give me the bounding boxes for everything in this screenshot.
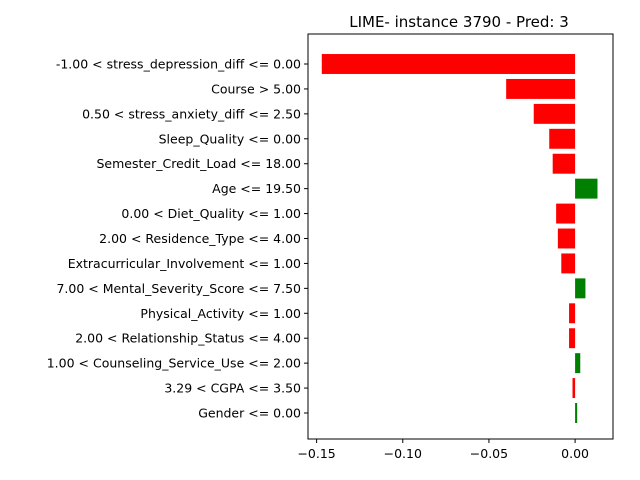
bar-4 [552, 153, 576, 174]
x-ticks: −0.15 −0.10 −0.05 0.00 [297, 439, 589, 461]
bar-10 [569, 303, 576, 324]
x-tick-label-2: −0.05 [470, 446, 508, 461]
y-tick-label-6: 0.00 < Diet_Quality <= 1.00 [121, 206, 301, 221]
y-tick-label-5: Age <= 19.50 [212, 181, 301, 196]
bar-8 [561, 253, 576, 274]
x-tick-label-3: 0.00 [561, 446, 589, 461]
x-tick-label-0: −0.15 [297, 446, 335, 461]
y-tick-label-11: 2.00 < Relationship_Status <= 4.00 [75, 331, 301, 346]
bar-11 [569, 328, 576, 349]
y-tick-label-12: 1.00 < Counseling_Service_Use <= 2.00 [47, 356, 301, 371]
x-tick-label-1: −0.10 [384, 446, 422, 461]
y-tick-label-7: 2.00 < Residence_Type <= 4.00 [99, 231, 301, 246]
y-tick-label-10: Physical_Activity <= 1.00 [140, 306, 301, 321]
y-tick-label-8: Extracurricular_Involvement <= 1.00 [68, 256, 301, 271]
bar-5 [575, 178, 598, 199]
plot-frame [307, 33, 614, 440]
bar-6 [556, 203, 576, 224]
y-tick-label-13: 3.29 < CGPA <= 3.50 [164, 381, 301, 396]
y-tick-labels: -1.00 < stress_depression_diff <= 0.00 Co… [47, 57, 308, 421]
y-tick-label-3: Sleep_Quality <= 0.00 [159, 131, 301, 146]
y-tick-label-4: Semester_Credit_Load <= 18.00 [97, 156, 302, 171]
bar-7 [557, 228, 576, 249]
y-tick-label-1: Course > 5.00 [211, 81, 301, 96]
y-tick-label-9: 7.00 < Mental_Severity_Score <= 7.50 [56, 281, 301, 296]
bar-9 [575, 278, 586, 299]
chart-title: LIME- instance 3790 - Pred: 3 [349, 13, 569, 31]
y-tick-label-2: 0.50 < stress_anxiety_diff <= 2.50 [82, 106, 301, 121]
y-tick-label-0: -1.00 < stress_depression_diff <= 0.00 [56, 57, 301, 72]
bar-14 [575, 403, 578, 423]
bar-13 [572, 378, 576, 399]
bar-2 [533, 103, 576, 124]
bars-group [321, 54, 598, 423]
bar-12 [575, 353, 581, 374]
bar-1 [506, 78, 576, 99]
bar-0 [321, 54, 576, 74]
y-tick-label-14: Gender <= 0.00 [198, 406, 301, 421]
bar-3 [549, 128, 576, 149]
